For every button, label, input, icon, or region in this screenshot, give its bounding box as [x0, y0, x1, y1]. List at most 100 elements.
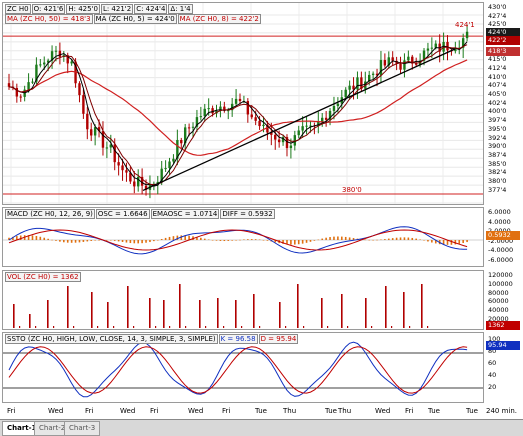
macd-hist-bar: [348, 237, 351, 240]
candle-body: [356, 77, 359, 90]
ssto-panel[interactable]: SSTO (ZC H0, HIGH, LOW, CLOSE, 14, 3, SI…: [2, 332, 484, 403]
macd-hist-bar: [211, 240, 214, 241]
x-tick-label: Thu: [283, 407, 297, 415]
macd-hist-bar: [384, 239, 386, 240]
volume-bar: [67, 286, 69, 328]
candle-body: [46, 60, 50, 63]
volume-bar: [279, 302, 281, 328]
macd-hist-bar: [352, 238, 355, 240]
price-tick: 382'4: [488, 168, 507, 177]
macd-hist-bar: [180, 235, 183, 240]
macd-hist-bar: [137, 240, 140, 244]
macd-hist-bar: [66, 240, 69, 243]
macd-hist-bar: [431, 240, 433, 243]
macd-hist-bar: [121, 240, 124, 242]
macd-hist-bar: [329, 237, 331, 240]
level-high-label: 424'1: [455, 21, 475, 29]
macd-hist-bar: [325, 237, 327, 240]
macd-panel[interactable]: MACD (ZC H0, 12, 26, 9) OSC = 1.6646 EMAOS…: [2, 207, 484, 267]
candle-body: [203, 108, 206, 117]
ma5-line: [8, 41, 468, 187]
ma8-line: [8, 44, 468, 186]
volume-bar: [285, 326, 287, 328]
tab-chart-3[interactable]: Chart-3: [64, 421, 101, 436]
macd-hist-bar: [337, 236, 339, 240]
macd-emaosc: EMAOSC = 1.0714: [150, 209, 220, 219]
price-panel[interactable]: ZC H0 O: 421'6 H: 425'0 L: 421'2 C: 424'4 Δ: …: [2, 2, 484, 205]
close-label: C: 424'4: [134, 4, 168, 14]
candle-body: [227, 110, 230, 112]
candle-body: [27, 82, 30, 90]
price-tick: 385'0: [488, 159, 507, 168]
macd-hist-bar: [297, 240, 300, 245]
macd-hist-bar: [250, 239, 253, 240]
macd-osc: OSC = 1.6646: [95, 209, 150, 219]
candle-body: [371, 73, 375, 75]
ssto-d: D = 95.94: [258, 334, 299, 344]
volume-bar: [303, 326, 305, 328]
candle-body: [176, 140, 179, 159]
ma8-label: MA (ZC H0, 8) = 422'2: [177, 14, 261, 24]
macd-hist-bar: [313, 240, 316, 241]
volume-bar: [327, 326, 329, 328]
volume-bar: [73, 326, 75, 328]
macd-hist-bar: [434, 240, 437, 244]
macd-tick: -2.0000: [488, 236, 514, 245]
macd-hist-bar: [63, 240, 65, 243]
macd-hist-bar: [117, 240, 120, 242]
candle-body: [105, 147, 109, 149]
price-tick: 402'4: [488, 98, 507, 107]
macd-hist-bar: [415, 238, 417, 240]
candle-body: [93, 127, 97, 136]
candle-body: [180, 140, 183, 144]
candle-body: [133, 181, 136, 187]
candle-body: [266, 124, 269, 133]
candle-body: [121, 165, 124, 171]
macd-hist-bar: [344, 236, 347, 240]
volume-bar: [365, 298, 367, 328]
x-tick-label: Fri: [85, 407, 94, 415]
x-interval-label: 240 min.: [486, 407, 518, 415]
x-tick-label: Tue: [325, 407, 337, 415]
macd-hist-bar: [266, 240, 269, 241]
macd-hist-bar: [305, 240, 308, 243]
ssto-tick: 40: [488, 371, 497, 379]
price-tag-ma5: 424'0: [486, 28, 520, 37]
macd-hist-bar: [109, 240, 112, 241]
volume-bar: [409, 326, 411, 328]
candle-body: [211, 108, 214, 114]
candle-body: [352, 85, 355, 90]
volume-panel[interactable]: VOL (ZC H0) = 1362: [2, 270, 484, 330]
candle-body: [387, 57, 390, 66]
volume-bar: [321, 298, 323, 328]
macd-header: MACD (ZC H0, 12, 26, 9) OSC = 1.6646 EMAOS…: [5, 209, 276, 219]
macd-hist-bar: [51, 239, 53, 241]
level-low-label: 380'0: [342, 186, 362, 194]
x-tick-label: Thu: [338, 407, 352, 415]
candle-body: [328, 110, 332, 120]
volume-bar: [347, 326, 349, 328]
macd-hist-bar: [258, 239, 261, 241]
candle-body: [113, 144, 116, 163]
candle-body: [250, 114, 253, 118]
vol-tick: 100000: [488, 279, 513, 288]
candle-body: [58, 50, 62, 57]
macd-hist-bar: [47, 238, 49, 240]
candle-body: [70, 61, 73, 64]
ssto-value-tag: 95.94: [486, 341, 520, 350]
volume-bar: [97, 326, 99, 328]
ssto-tick: 100: [488, 335, 501, 343]
ssto-k: K = 96.58: [218, 334, 258, 344]
volume-bar: [169, 326, 171, 328]
candle-body: [39, 64, 42, 66]
macd-tick: -4.0000: [488, 246, 514, 255]
x-tick-label: Fri: [7, 407, 16, 415]
candle-body: [50, 51, 54, 61]
macd-hist-bar: [86, 240, 89, 242]
candle-body: [187, 127, 191, 129]
x-tick-label: Wed: [48, 407, 64, 415]
macd-hist-bar: [294, 240, 296, 245]
candle-body: [321, 117, 324, 123]
macd-tick: 4.0000: [488, 217, 511, 226]
volume-bar: [133, 326, 135, 328]
